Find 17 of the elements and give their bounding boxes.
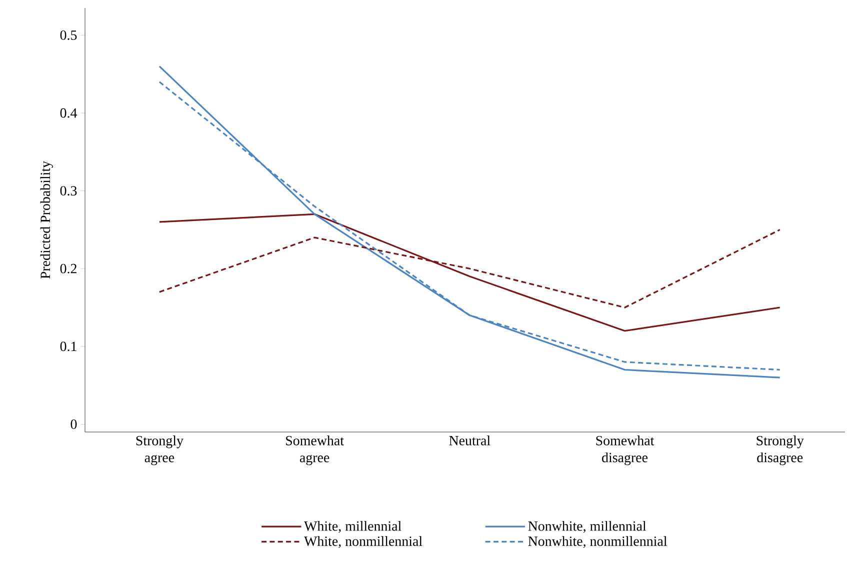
y-tick-label: 0.2 bbox=[60, 264, 76, 274]
x-tick-label: Somewhat agree bbox=[286, 436, 344, 466]
x-tick-label: Strongly disagree bbox=[756, 436, 804, 466]
y-tick-label: 0.4 bbox=[60, 108, 78, 118]
y-tick-label: 0.1 bbox=[60, 342, 76, 352]
legend-label: Nonwhite, nonmillennial bbox=[528, 536, 667, 548]
line-series bbox=[158, 213, 781, 332]
x-tick-label: Neutral bbox=[449, 436, 490, 446]
x-tick-label: Somewhat disagree bbox=[596, 436, 654, 466]
y-tick-label: 0.5 bbox=[60, 30, 77, 40]
y-tick-label: 0.3 bbox=[60, 186, 77, 196]
legend-label: White, millennial bbox=[304, 520, 402, 533]
y-tick-label: 0 bbox=[70, 420, 77, 429]
legend-label: White, nonmillennial bbox=[304, 536, 422, 548]
legend-label: Nonwhite, millennial bbox=[528, 520, 646, 533]
y-axis-title: Predicted Probability bbox=[40, 160, 53, 279]
x-tick-label: Strongly agree bbox=[136, 436, 184, 466]
